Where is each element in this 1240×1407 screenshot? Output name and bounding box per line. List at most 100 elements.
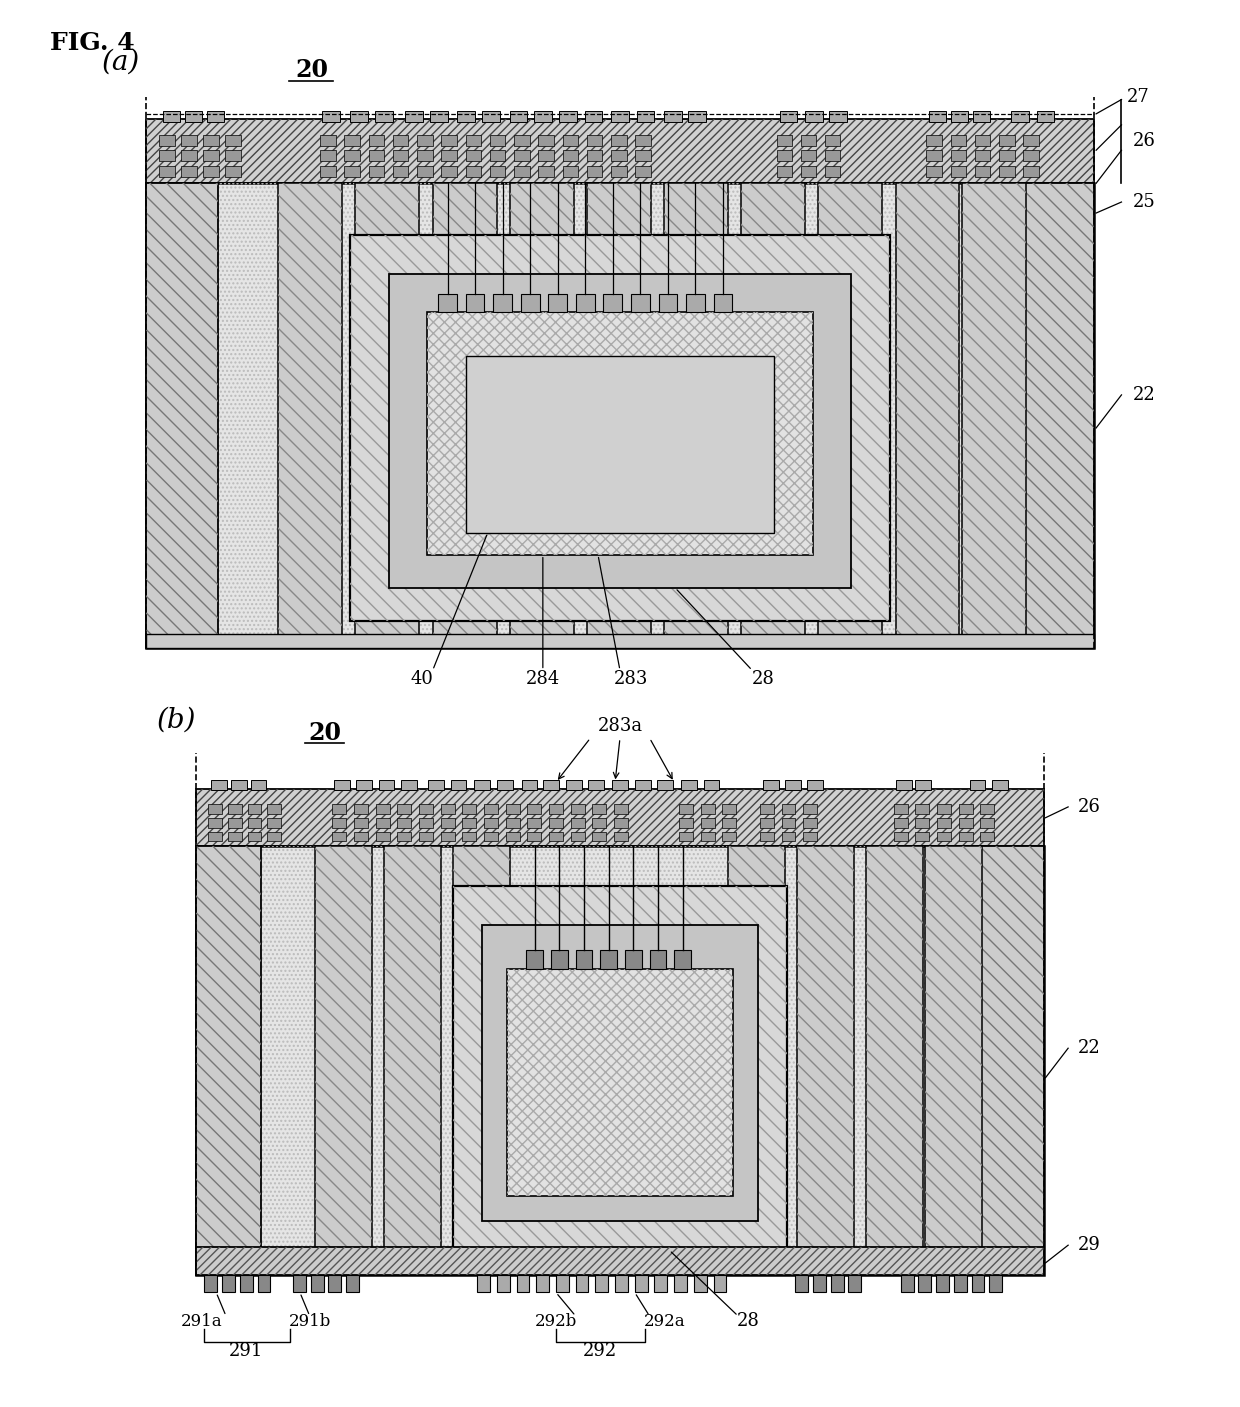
Bar xyxy=(570,1251,585,1266)
Bar xyxy=(657,781,673,791)
Bar xyxy=(196,789,1044,847)
Bar xyxy=(972,1275,985,1293)
Bar xyxy=(951,135,966,146)
Bar xyxy=(975,151,991,162)
Bar xyxy=(196,847,1044,1275)
Bar xyxy=(915,817,929,827)
Bar xyxy=(185,111,202,121)
Bar xyxy=(556,1275,569,1293)
Bar xyxy=(595,1251,610,1266)
Bar xyxy=(951,151,966,162)
Bar xyxy=(613,781,627,791)
Bar xyxy=(951,166,966,177)
Bar xyxy=(818,183,883,649)
Bar xyxy=(686,294,704,312)
Bar xyxy=(718,1251,733,1266)
Bar xyxy=(895,781,911,791)
Bar xyxy=(510,183,574,649)
Bar xyxy=(587,166,603,177)
Bar xyxy=(181,135,197,146)
Bar xyxy=(419,817,433,827)
Bar xyxy=(248,803,262,813)
Bar xyxy=(417,135,433,146)
Bar xyxy=(937,803,951,813)
Text: (a): (a) xyxy=(102,49,140,76)
Bar xyxy=(665,111,682,121)
Bar xyxy=(801,151,816,162)
Bar xyxy=(527,817,541,827)
Bar xyxy=(405,111,423,121)
Bar xyxy=(980,847,1044,1275)
Bar xyxy=(680,832,693,841)
Bar xyxy=(1022,183,1094,649)
Bar xyxy=(818,183,883,649)
Bar xyxy=(990,1275,1002,1293)
Bar xyxy=(701,832,714,841)
Bar xyxy=(350,111,367,121)
Bar xyxy=(781,832,795,841)
Bar xyxy=(355,817,368,827)
Bar xyxy=(482,111,500,121)
Bar xyxy=(728,847,785,1275)
Bar xyxy=(146,120,1094,183)
Bar xyxy=(490,166,506,177)
Bar xyxy=(780,111,797,121)
Bar xyxy=(419,803,433,813)
Bar xyxy=(231,781,247,791)
Bar xyxy=(355,803,368,813)
Bar xyxy=(433,183,496,649)
Bar xyxy=(900,1275,914,1293)
Bar xyxy=(419,832,433,841)
Bar xyxy=(226,166,241,177)
Bar xyxy=(383,847,440,1275)
Bar xyxy=(181,151,197,162)
Bar xyxy=(228,803,242,813)
Bar xyxy=(159,166,175,177)
Bar xyxy=(146,183,1094,649)
Bar xyxy=(563,166,578,177)
Bar xyxy=(587,135,603,146)
Bar xyxy=(611,135,626,146)
Bar xyxy=(463,803,476,813)
Bar xyxy=(453,886,787,1251)
Bar xyxy=(563,151,578,162)
Bar xyxy=(587,151,603,162)
Bar xyxy=(146,120,1094,183)
Bar xyxy=(146,183,218,649)
Bar xyxy=(345,135,360,146)
Bar xyxy=(527,950,543,969)
Bar xyxy=(527,832,541,841)
Bar xyxy=(228,817,242,827)
Bar xyxy=(915,803,929,813)
Bar xyxy=(393,151,408,162)
Bar xyxy=(776,151,792,162)
Bar xyxy=(595,1275,608,1293)
Bar xyxy=(549,817,563,827)
Bar xyxy=(694,1275,707,1293)
Bar xyxy=(441,151,456,162)
Bar xyxy=(575,294,595,312)
Bar xyxy=(937,817,951,827)
Bar xyxy=(575,1275,589,1293)
Bar xyxy=(825,151,841,162)
Bar xyxy=(760,832,774,841)
Bar xyxy=(635,151,651,162)
Bar xyxy=(482,926,758,1221)
Bar xyxy=(162,111,180,121)
Bar xyxy=(925,847,982,1275)
Bar xyxy=(268,817,281,827)
Bar xyxy=(346,1275,360,1293)
Text: 291b: 291b xyxy=(289,1313,331,1330)
Bar xyxy=(807,781,823,791)
Bar xyxy=(506,832,520,841)
Bar xyxy=(650,950,666,969)
Bar xyxy=(781,817,795,827)
Bar xyxy=(453,847,510,1275)
Bar xyxy=(329,1275,341,1293)
Bar xyxy=(196,1247,1044,1275)
Bar xyxy=(801,135,816,146)
Bar xyxy=(466,294,485,312)
Bar xyxy=(742,183,805,649)
Text: 40: 40 xyxy=(410,670,433,688)
Bar xyxy=(510,111,527,121)
